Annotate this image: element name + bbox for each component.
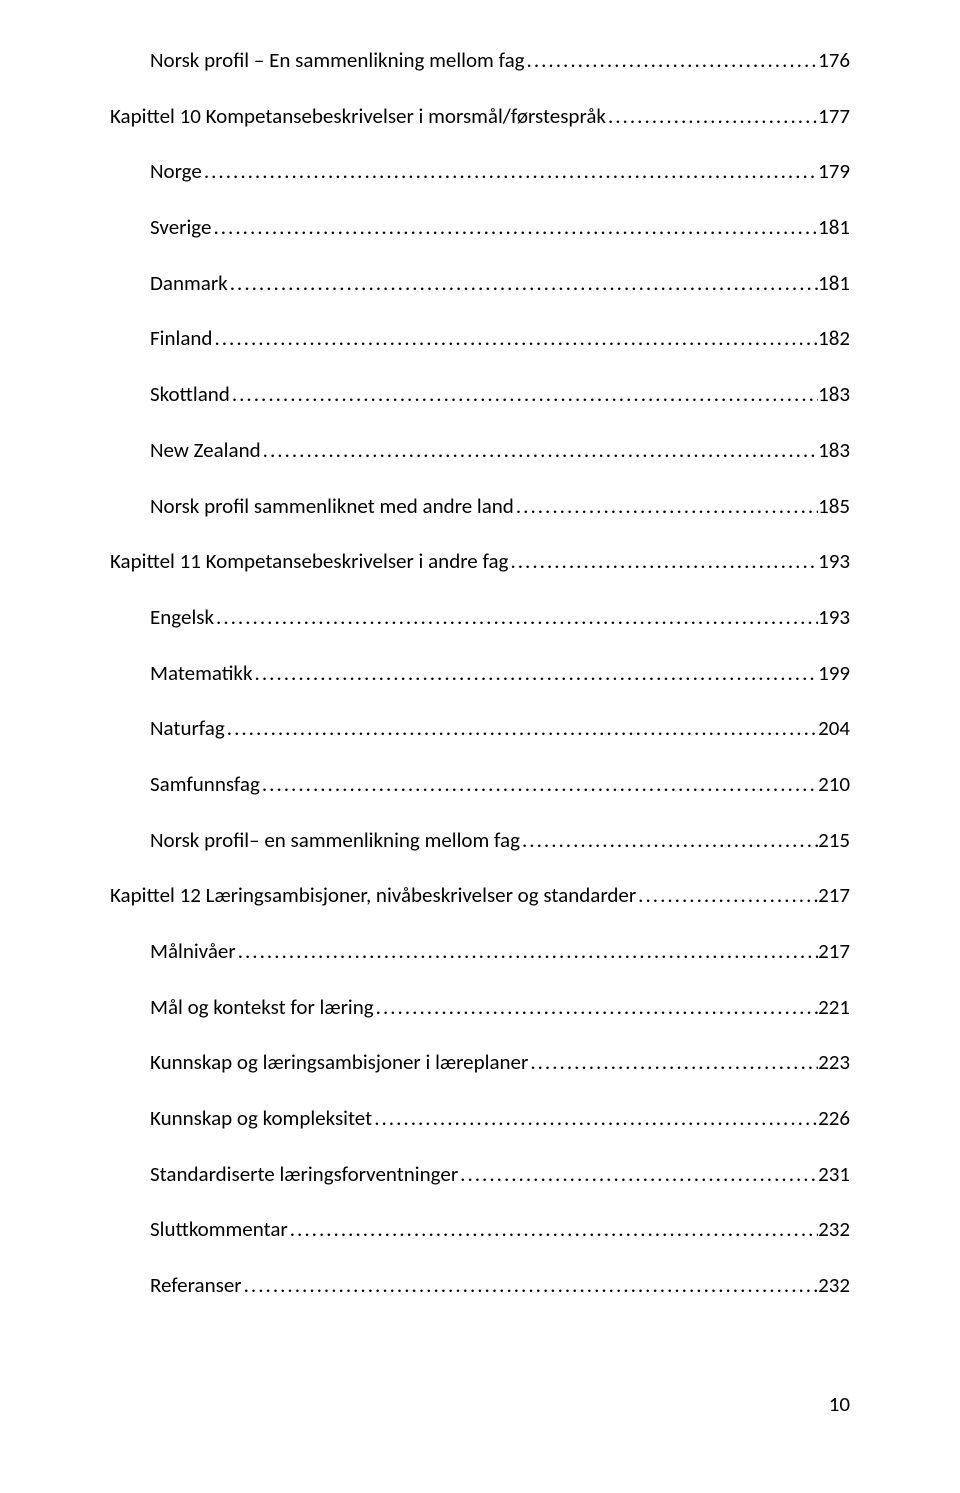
toc-entry-page: 217 — [818, 939, 850, 964]
toc-entry-title: Skottland — [150, 382, 230, 407]
toc-entry-page: 231 — [818, 1162, 850, 1187]
toc-entry-page: 182 — [818, 326, 850, 351]
toc-entry-title: Kunnskap og læringsambisjoner i læreplan… — [150, 1050, 528, 1075]
toc-entry-page: 223 — [818, 1050, 850, 1075]
toc-leader-dots — [372, 1106, 818, 1131]
toc-leader-dots — [508, 549, 818, 574]
toc-entry-title: Danmark — [150, 271, 228, 296]
toc-leader-dots — [228, 271, 818, 296]
toc-entry: Kunnskap og læringsambisjoner i læreplan… — [150, 1050, 850, 1075]
toc-entry-title: Finland — [150, 326, 212, 351]
toc-entry-title: Matematikk — [150, 661, 253, 686]
toc-entry-page: 221 — [818, 995, 850, 1020]
toc-leader-dots — [242, 1273, 818, 1298]
toc-entry: Danmark 181 — [150, 271, 850, 296]
toc-leader-dots — [214, 605, 818, 630]
toc-entry-title: Norsk profil– en sammenlikning mellom fa… — [150, 828, 520, 853]
toc-entry: Kapittel 11 Kompetansebeskrivelser i and… — [110, 549, 850, 574]
toc-leader-dots — [528, 1050, 818, 1075]
toc-entry-page: 181 — [818, 215, 850, 240]
toc-entry-title: Norsk profil sammenliknet med andre land — [150, 494, 514, 519]
toc-leader-dots — [520, 828, 818, 853]
toc-entry-title: Naturfag — [150, 716, 225, 741]
toc-leader-dots — [288, 1217, 818, 1242]
toc-entry: Norsk profil – En sammenlikning mellom f… — [150, 48, 850, 73]
toc-entry-page: 217 — [818, 883, 850, 908]
toc-entry: Norsk profil– en sammenlikning mellom fa… — [150, 828, 850, 853]
toc-entry-page: 215 — [818, 828, 850, 853]
toc-entry-page: 179 — [818, 159, 850, 184]
toc-entry-page: 199 — [818, 661, 850, 686]
toc-leader-dots — [374, 995, 818, 1020]
toc-entry-page: 193 — [818, 605, 850, 630]
document-page: Norsk profil – En sammenlikning mellom f… — [0, 0, 960, 1493]
toc-entry-title: Norge — [150, 159, 202, 184]
toc-entry: Referanser 232 — [150, 1273, 850, 1298]
toc-entry: Målnivåer 217 — [150, 939, 850, 964]
toc-entry-title: Kunnskap og kompleksitet — [150, 1106, 372, 1131]
toc-leader-dots — [253, 661, 819, 686]
page-number: 10 — [829, 1391, 850, 1417]
toc-entry-title: Kapittel 10 Kompetansebeskrivelser i mor… — [110, 104, 606, 129]
toc-leader-dots — [606, 104, 818, 129]
toc-entry-title: New Zealand — [150, 438, 261, 463]
table-of-contents: Norsk profil – En sammenlikning mellom f… — [110, 48, 850, 1298]
toc-entry-title: Kapittel 11 Kompetansebeskrivelser i and… — [110, 549, 508, 574]
toc-entry: Naturfag 204 — [150, 716, 850, 741]
toc-entry-page: 210 — [818, 772, 850, 797]
toc-entry-title: Målnivåer — [150, 939, 236, 964]
toc-entry: New Zealand 183 — [150, 438, 850, 463]
toc-entry-title: Norsk profil – En sammenlikning mellom f… — [150, 48, 525, 73]
toc-leader-dots — [236, 939, 818, 964]
toc-entry: Samfunnsfag 210 — [150, 772, 850, 797]
toc-leader-dots — [225, 716, 818, 741]
toc-entry-title: Referanser — [150, 1273, 242, 1298]
toc-entry: Kapittel 10 Kompetansebeskrivelser i mor… — [110, 104, 850, 129]
toc-entry-title: Sverige — [150, 215, 211, 240]
toc-leader-dots — [636, 883, 818, 908]
toc-entry-page: 183 — [818, 382, 850, 407]
toc-leader-dots — [212, 326, 818, 351]
toc-entry-title: Sluttkommentar — [150, 1217, 288, 1242]
toc-leader-dots — [230, 382, 818, 407]
toc-entry-title: Samfunnsfag — [150, 772, 260, 797]
toc-entry-page: 181 — [818, 271, 850, 296]
toc-entry-page: 232 — [818, 1217, 850, 1242]
toc-entry-title: Standardiserte læringsforventninger — [150, 1162, 458, 1187]
toc-entry-title: Kapittel 12 Læringsambisjoner, nivåbeskr… — [110, 883, 636, 908]
toc-entry: Mål og kontekst for læring 221 — [150, 995, 850, 1020]
toc-entry-page: 232 — [818, 1273, 850, 1298]
toc-entry-title: Mål og kontekst for læring — [150, 995, 374, 1020]
toc-entry-page: 176 — [818, 48, 850, 73]
toc-entry-page: 177 — [818, 104, 850, 129]
toc-entry: Sverige 181 — [150, 215, 850, 240]
toc-leader-dots — [202, 159, 818, 184]
toc-entry: Engelsk 193 — [150, 605, 850, 630]
toc-entry-page: 185 — [818, 494, 850, 519]
toc-leader-dots — [458, 1162, 818, 1187]
toc-entry-page: 204 — [818, 716, 850, 741]
toc-entry-page: 183 — [818, 438, 850, 463]
toc-entry-page: 193 — [818, 549, 850, 574]
toc-leader-dots — [260, 772, 818, 797]
toc-entry: Standardiserte læringsforventninger 231 — [150, 1162, 850, 1187]
toc-entry: Finland 182 — [150, 326, 850, 351]
toc-entry: Kapittel 12 Læringsambisjoner, nivåbeskr… — [110, 883, 850, 908]
toc-entry: Sluttkommentar 232 — [150, 1217, 850, 1242]
toc-entry: Norge 179 — [150, 159, 850, 184]
toc-leader-dots — [211, 215, 818, 240]
toc-entry: Norsk profil sammenliknet med andre land… — [150, 494, 850, 519]
toc-leader-dots — [525, 48, 819, 73]
toc-leader-dots — [514, 494, 818, 519]
toc-entry: Matematikk 199 — [150, 661, 850, 686]
toc-leader-dots — [261, 438, 818, 463]
toc-entry-title: Engelsk — [150, 605, 214, 630]
toc-entry: Skottland 183 — [150, 382, 850, 407]
toc-entry-page: 226 — [818, 1106, 850, 1131]
toc-entry: Kunnskap og kompleksitet 226 — [150, 1106, 850, 1131]
